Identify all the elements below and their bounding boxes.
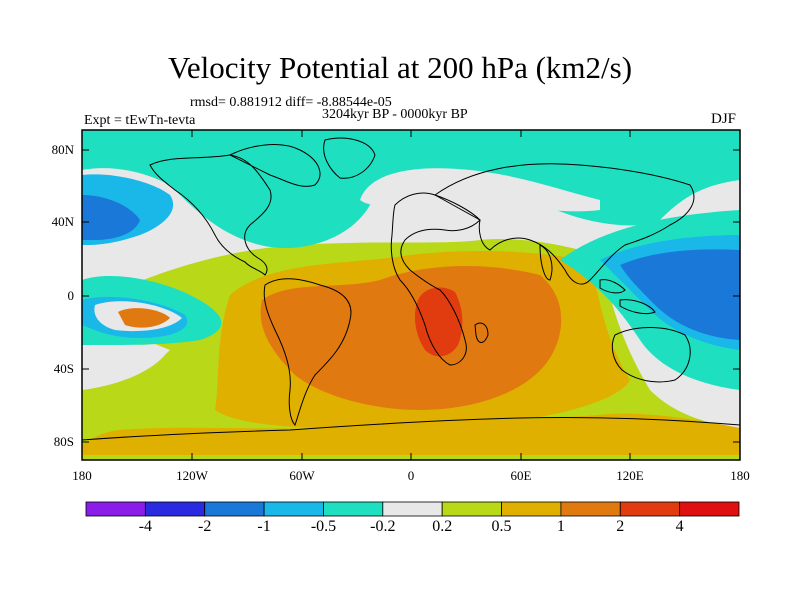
colorbar-label: -2 bbox=[198, 518, 212, 535]
colorbar bbox=[85, 501, 740, 517]
colorbar-box bbox=[560, 501, 621, 517]
colorbar-label: -4 bbox=[138, 518, 153, 535]
colorbar-box bbox=[619, 501, 681, 517]
lon-tick-label: 0 bbox=[407, 468, 415, 483]
colorbar-box bbox=[204, 501, 265, 517]
lon-tick-label: 180 bbox=[72, 468, 92, 483]
season-label: DJF bbox=[711, 111, 737, 127]
coast-antarctica bbox=[82, 416, 740, 441]
colorbar-box bbox=[85, 501, 146, 517]
field-negative-core bbox=[620, 249, 740, 340]
coast-greenland bbox=[323, 137, 376, 179]
colorbar-box bbox=[441, 501, 502, 517]
lat-tick-label: 0 bbox=[67, 288, 75, 303]
coast-australia bbox=[611, 327, 691, 383]
colorbar-label: -1 bbox=[257, 518, 271, 535]
colorbar-label: 1 bbox=[556, 518, 565, 535]
colorbar-label: 4 bbox=[675, 518, 684, 535]
stats-label: rmsd= 0.881912 diff= -8.88544e-05 bbox=[190, 95, 392, 110]
coast-north-america bbox=[149, 154, 272, 276]
colorbar-label: -0.5 bbox=[310, 518, 337, 535]
colorbar-label: 0.2 bbox=[432, 518, 453, 535]
lon-tick-label: 120W bbox=[176, 468, 208, 483]
experiment-label: Expt = tEwTn-tevta bbox=[84, 113, 196, 128]
colorbar-label: 2 bbox=[616, 518, 625, 535]
coastlines bbox=[82, 137, 740, 441]
lat-tick-label: 80S bbox=[53, 434, 74, 449]
lat-tick-label: 80N bbox=[51, 142, 74, 157]
colorbar-box bbox=[382, 501, 443, 517]
axis-ticks bbox=[81, 130, 741, 460]
coast-asia bbox=[434, 163, 695, 285]
period-label: 3204kyr BP - 0000kyr BP bbox=[322, 107, 468, 122]
colorbar-label: 0.5 bbox=[491, 518, 512, 535]
map-title: Velocity Potential at 200 hPa (km2/s) bbox=[167, 50, 633, 85]
colorbar-box bbox=[144, 501, 206, 517]
lon-tick-label: 60E bbox=[510, 468, 532, 483]
colorbar-box bbox=[323, 501, 384, 517]
colorbar-box bbox=[501, 501, 562, 517]
field-positive-high bbox=[260, 265, 562, 410]
lon-tick-label: 120E bbox=[616, 468, 644, 483]
colorbar-label: -0.2 bbox=[370, 518, 396, 535]
lon-tick-label: 180 bbox=[730, 468, 750, 483]
lat-tick-label: 40N bbox=[51, 214, 74, 229]
lat-tick-label: 40S bbox=[53, 361, 74, 376]
coast-south-america bbox=[263, 278, 352, 426]
colorbar-box bbox=[263, 501, 324, 517]
field-negative-north bbox=[82, 130, 740, 249]
colorbar-box bbox=[679, 501, 740, 517]
lon-tick-label: 60W bbox=[289, 468, 315, 483]
